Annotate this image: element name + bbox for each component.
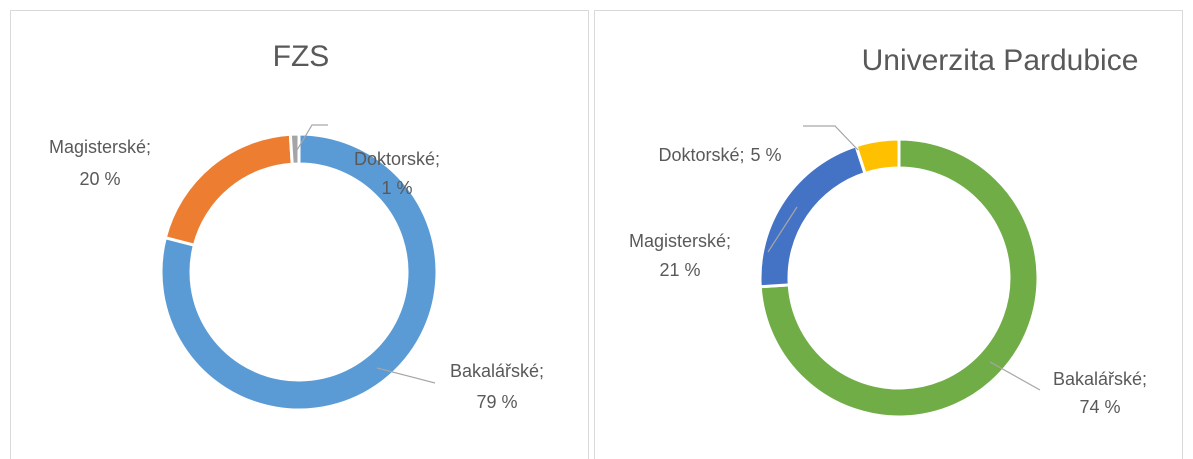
donut-segment: [758, 143, 867, 289]
data-label: Doktorské; 5 %: [658, 145, 781, 165]
chart-title: Univerzita Pardubice: [862, 44, 1139, 77]
leader-line: [376, 367, 436, 384]
donut-segment: [163, 132, 294, 247]
chart-frame: [10, 10, 589, 459]
leader-line: [767, 206, 798, 253]
chart-frame: [594, 10, 1183, 459]
category-label: Doktorské;: [658, 145, 744, 165]
leader-line: [296, 124, 328, 151]
value-label: 21 %: [659, 260, 700, 280]
donut-segment: [288, 132, 301, 166]
donut-segment: [854, 137, 901, 176]
category-label: Magisterské;: [49, 137, 151, 157]
chart-title: FZS: [273, 40, 330, 73]
value-label: 79 %: [476, 392, 517, 412]
category-label: Doktorské;: [354, 149, 440, 169]
donut-segment: [159, 132, 439, 412]
donut-segment: [758, 137, 1040, 419]
value-label: 20 %: [79, 169, 120, 189]
value-label: 1 %: [381, 178, 412, 198]
value-label: 74 %: [1079, 397, 1120, 417]
leader-line: [989, 361, 1041, 391]
value-label: 5 %: [751, 145, 782, 165]
category-label: Bakalářské;: [450, 361, 544, 381]
category-label: Bakalářské;: [1053, 369, 1147, 389]
category-label: Magisterské;: [629, 231, 731, 251]
leader-line: [803, 125, 859, 151]
